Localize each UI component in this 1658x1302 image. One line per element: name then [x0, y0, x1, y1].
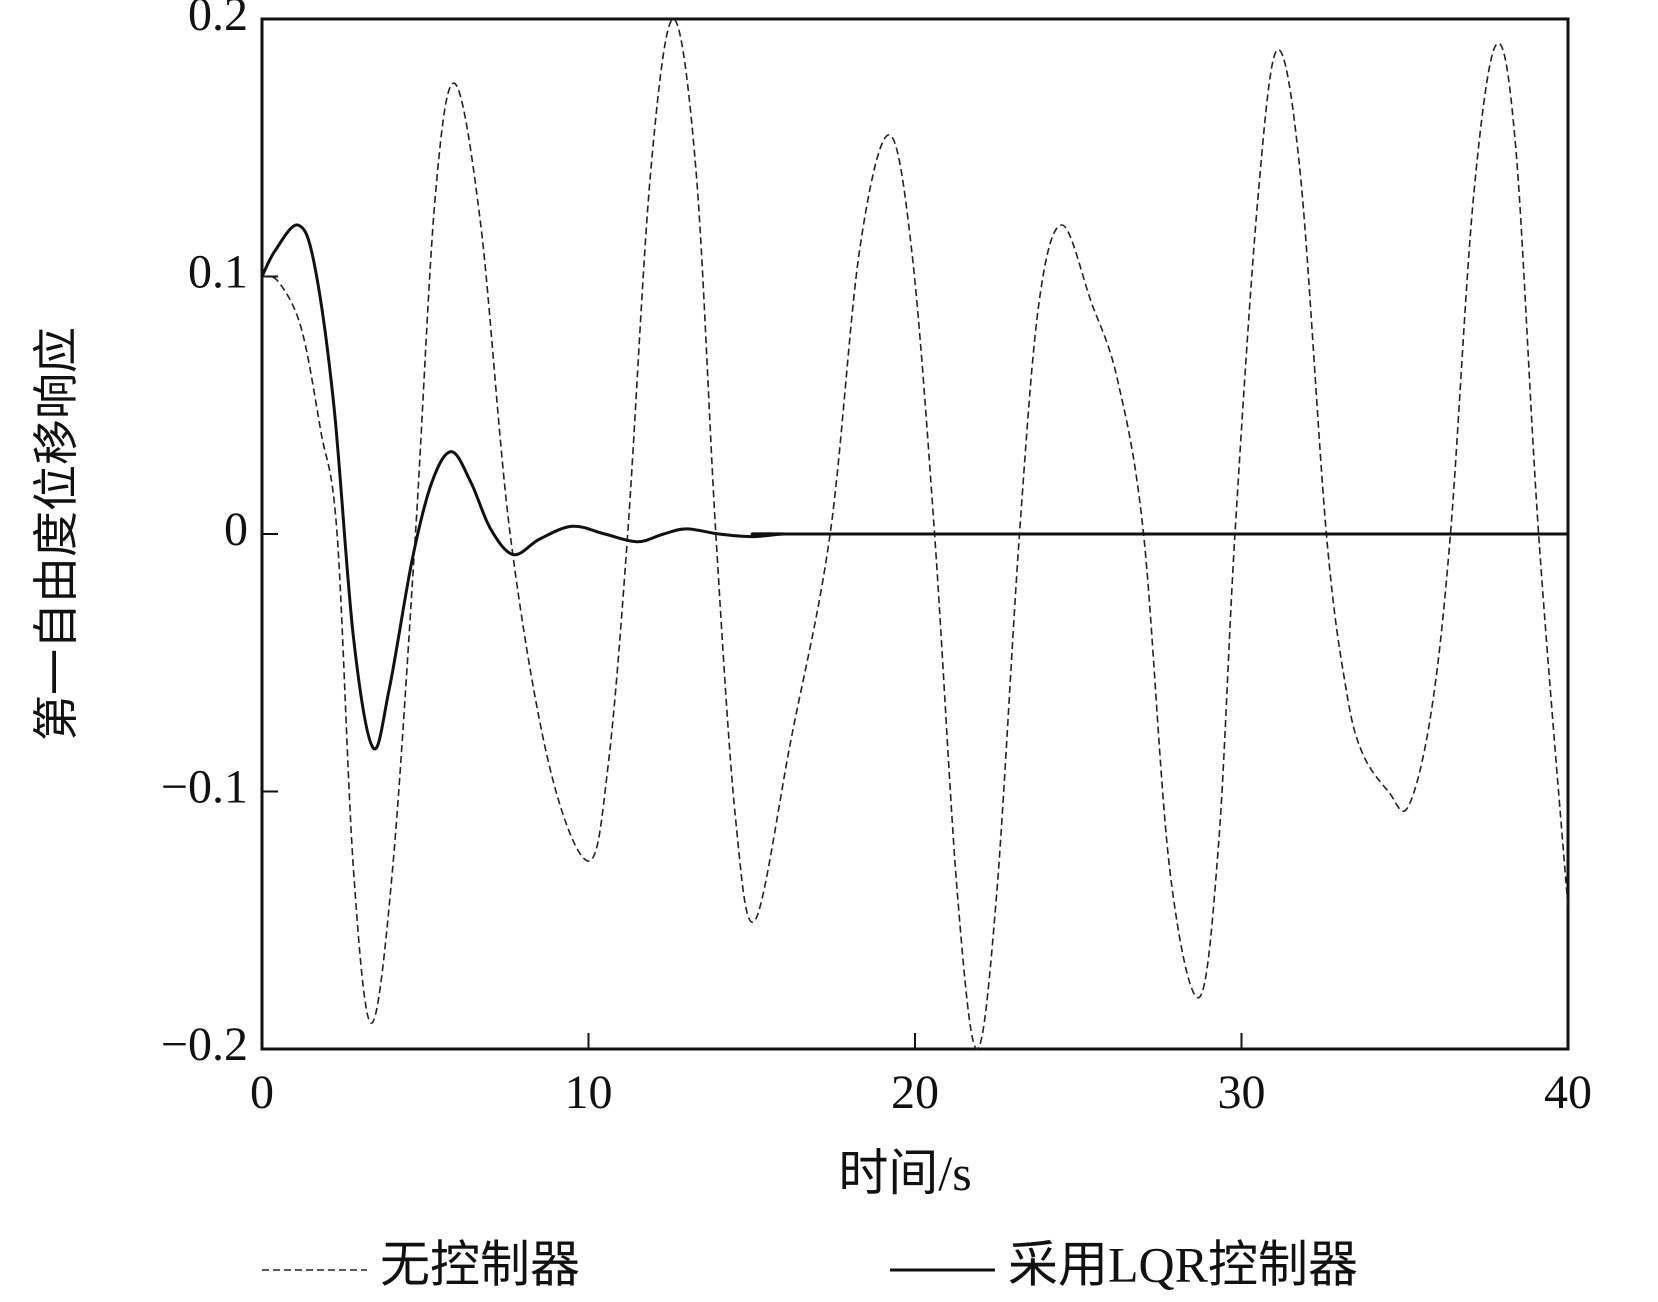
y-tick-label: 0 [224, 503, 248, 556]
y-tick-label: 0.2 [188, 0, 248, 41]
data-line [260, 223, 1568, 751]
x-tick-label: 30 [1218, 1066, 1266, 1119]
y-tick-label: −0.2 [161, 1018, 248, 1071]
x-tick-label: 10 [565, 1066, 613, 1119]
y-tick-label: 0.1 [188, 246, 248, 299]
y-tick-label: −0.1 [161, 761, 248, 814]
x-axis-label: 时间/s [838, 1145, 971, 1201]
x-tick-label: 20 [891, 1066, 939, 1119]
legend-label: 采用LQR控制器 [1008, 1236, 1358, 1292]
y-axis-label: 第一自由度位移响应 [31, 327, 82, 741]
legend-label: 无控制器 [380, 1236, 580, 1292]
x-tick-label: 40 [1544, 1066, 1592, 1119]
x-tick-label: 0 [250, 1066, 274, 1119]
